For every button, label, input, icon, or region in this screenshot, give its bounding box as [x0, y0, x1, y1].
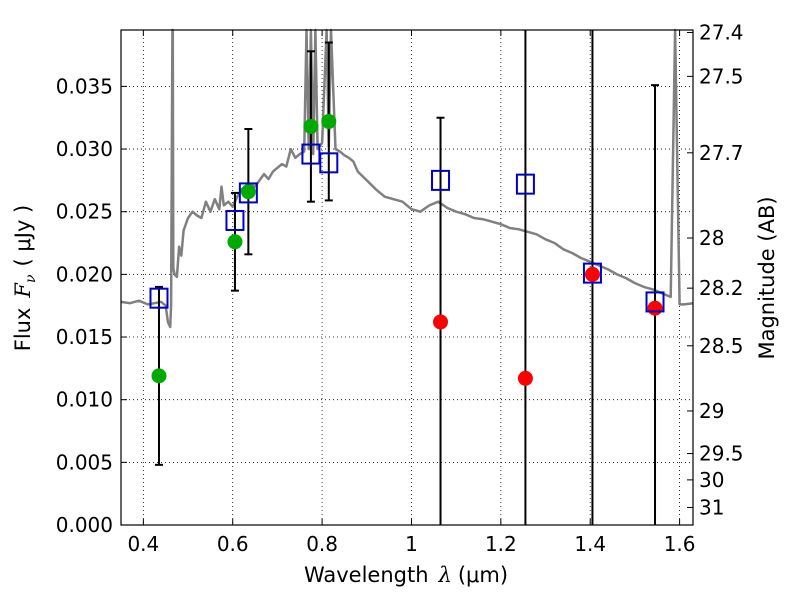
- y2-tick-label: 29.5: [699, 442, 744, 466]
- y-tick-label: 0.035: [56, 74, 113, 98]
- y-tick-label: 0.015: [56, 325, 113, 349]
- data-point: [240, 184, 256, 200]
- y2-tick-label: 28: [699, 226, 724, 250]
- x-tick-label: 0.4: [127, 532, 159, 556]
- grid: [121, 30, 693, 526]
- y2-tick-label: 31: [699, 495, 724, 519]
- y-tick-label: 0.000: [56, 513, 113, 537]
- data-point: [517, 370, 533, 386]
- x-axis-title: Wavelength λ (μm): [304, 563, 508, 587]
- model-square: [225, 209, 245, 231]
- model-square: [582, 262, 602, 284]
- data-point: [303, 118, 319, 134]
- x-tick-label: 1: [405, 532, 418, 556]
- data-point: [227, 234, 243, 250]
- model-square: [515, 173, 535, 195]
- model-square: [319, 152, 339, 174]
- model-square: [431, 169, 451, 191]
- model-square: [238, 182, 258, 204]
- x-tick-label: 1.4: [574, 532, 606, 556]
- plot-frame: [120, 29, 694, 526]
- model-square: [645, 291, 665, 313]
- y2-tick-label: 27.4: [699, 21, 744, 45]
- y-axis-title: FluxFν( μJy ): [11, 205, 39, 351]
- data-point: [584, 266, 600, 282]
- y2-tick-label: 28.2: [699, 276, 744, 300]
- y-tick-label: 0.020: [56, 262, 113, 286]
- y-tick-label: 0.025: [56, 200, 113, 224]
- data-point: [151, 368, 167, 384]
- y2-tick-label: 27.5: [699, 64, 744, 88]
- x-tick-label: 0.8: [306, 532, 338, 556]
- marker-layer: [149, 113, 665, 386]
- data-point: [433, 314, 449, 330]
- y2-tick-label: 30: [699, 468, 724, 492]
- spectrum-line: [120, 28, 694, 329]
- y2-tick-label: 29: [699, 399, 724, 423]
- spectrum-layer: [120, 28, 694, 329]
- y-tick-label: 0.010: [56, 388, 113, 412]
- x-tick-label: 1.6: [664, 532, 696, 556]
- ticks-layer: 0.4 0.6 0.8 1 1.2 1.4 1.6 0.000 0.005 0.010 0.015 0…: [56, 21, 744, 556]
- x-tick-label: 0.6: [217, 532, 249, 556]
- y-tick-label: 0.005: [56, 450, 113, 474]
- data-point: [321, 113, 337, 129]
- y2-tick-label: 27.7: [699, 141, 744, 165]
- y-tick-label: 0.030: [56, 137, 113, 161]
- model-square: [149, 287, 169, 309]
- x-tick-label: 1.2: [485, 532, 517, 556]
- y2-axis-title: Magnitude (AB): [755, 196, 779, 359]
- data-point: [647, 300, 663, 316]
- y2-tick-label: 28.5: [699, 334, 744, 358]
